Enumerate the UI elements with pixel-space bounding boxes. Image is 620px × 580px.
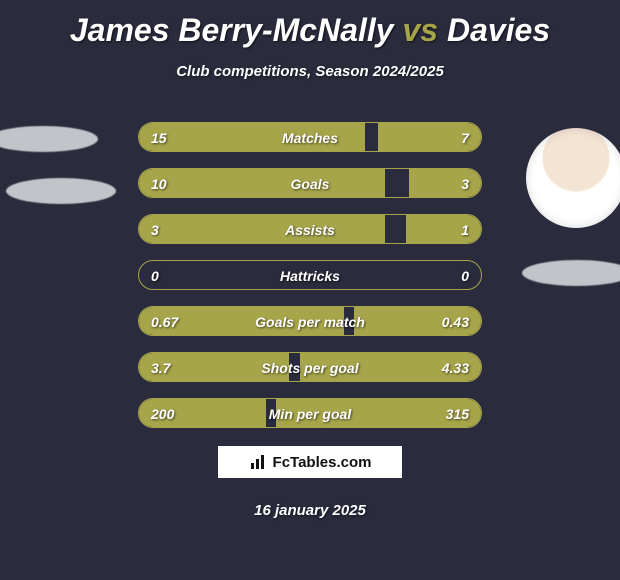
stat-value-right: 1 <box>461 215 469 244</box>
stat-label: Goals per match <box>139 307 481 336</box>
stat-value-right: 7 <box>461 123 469 152</box>
stat-label: Assists <box>139 215 481 244</box>
stat-label: Matches <box>139 123 481 152</box>
brand-badge[interactable]: FcTables.com <box>218 446 402 478</box>
player1-avatar-placeholder-1 <box>0 126 98 152</box>
stat-value-right: 315 <box>446 399 469 428</box>
stat-row-min-per-goal: 200 Min per goal 315 <box>138 398 482 428</box>
stat-row-hattricks: 0 Hattricks 0 <box>138 260 482 290</box>
player2-avatar <box>526 128 620 228</box>
stat-label: Min per goal <box>139 399 481 428</box>
chart-icon <box>249 453 267 471</box>
stat-row-goals: 10 Goals 3 <box>138 168 482 198</box>
stats-container: 15 Matches 7 10 Goals 3 3 Assists 1 0 Ha… <box>138 122 482 444</box>
stat-value-right: 0 <box>461 261 469 290</box>
stat-label: Shots per goal <box>139 353 481 382</box>
stat-value-right: 4.33 <box>442 353 469 382</box>
player2-shadow <box>522 260 620 286</box>
player2-name: Davies <box>447 12 550 48</box>
stat-label: Goals <box>139 169 481 198</box>
stat-row-goals-per-match: 0.67 Goals per match 0.43 <box>138 306 482 336</box>
stat-label: Hattricks <box>139 261 481 290</box>
stat-value-right: 0.43 <box>442 307 469 336</box>
footer-date: 16 january 2025 <box>0 502 620 519</box>
brand-text: FcTables.com <box>273 454 372 471</box>
player1-avatar-placeholder-2 <box>6 178 116 204</box>
stat-row-shots-per-goal: 3.7 Shots per goal 4.33 <box>138 352 482 382</box>
player1-name: James Berry-McNally <box>70 12 394 48</box>
subtitle: Club competitions, Season 2024/2025 <box>0 63 620 80</box>
comparison-title: James Berry-McNally vs Davies <box>0 0 620 49</box>
vs-separator: vs <box>402 12 438 48</box>
stat-row-matches: 15 Matches 7 <box>138 122 482 152</box>
stat-value-right: 3 <box>461 169 469 198</box>
stat-row-assists: 3 Assists 1 <box>138 214 482 244</box>
